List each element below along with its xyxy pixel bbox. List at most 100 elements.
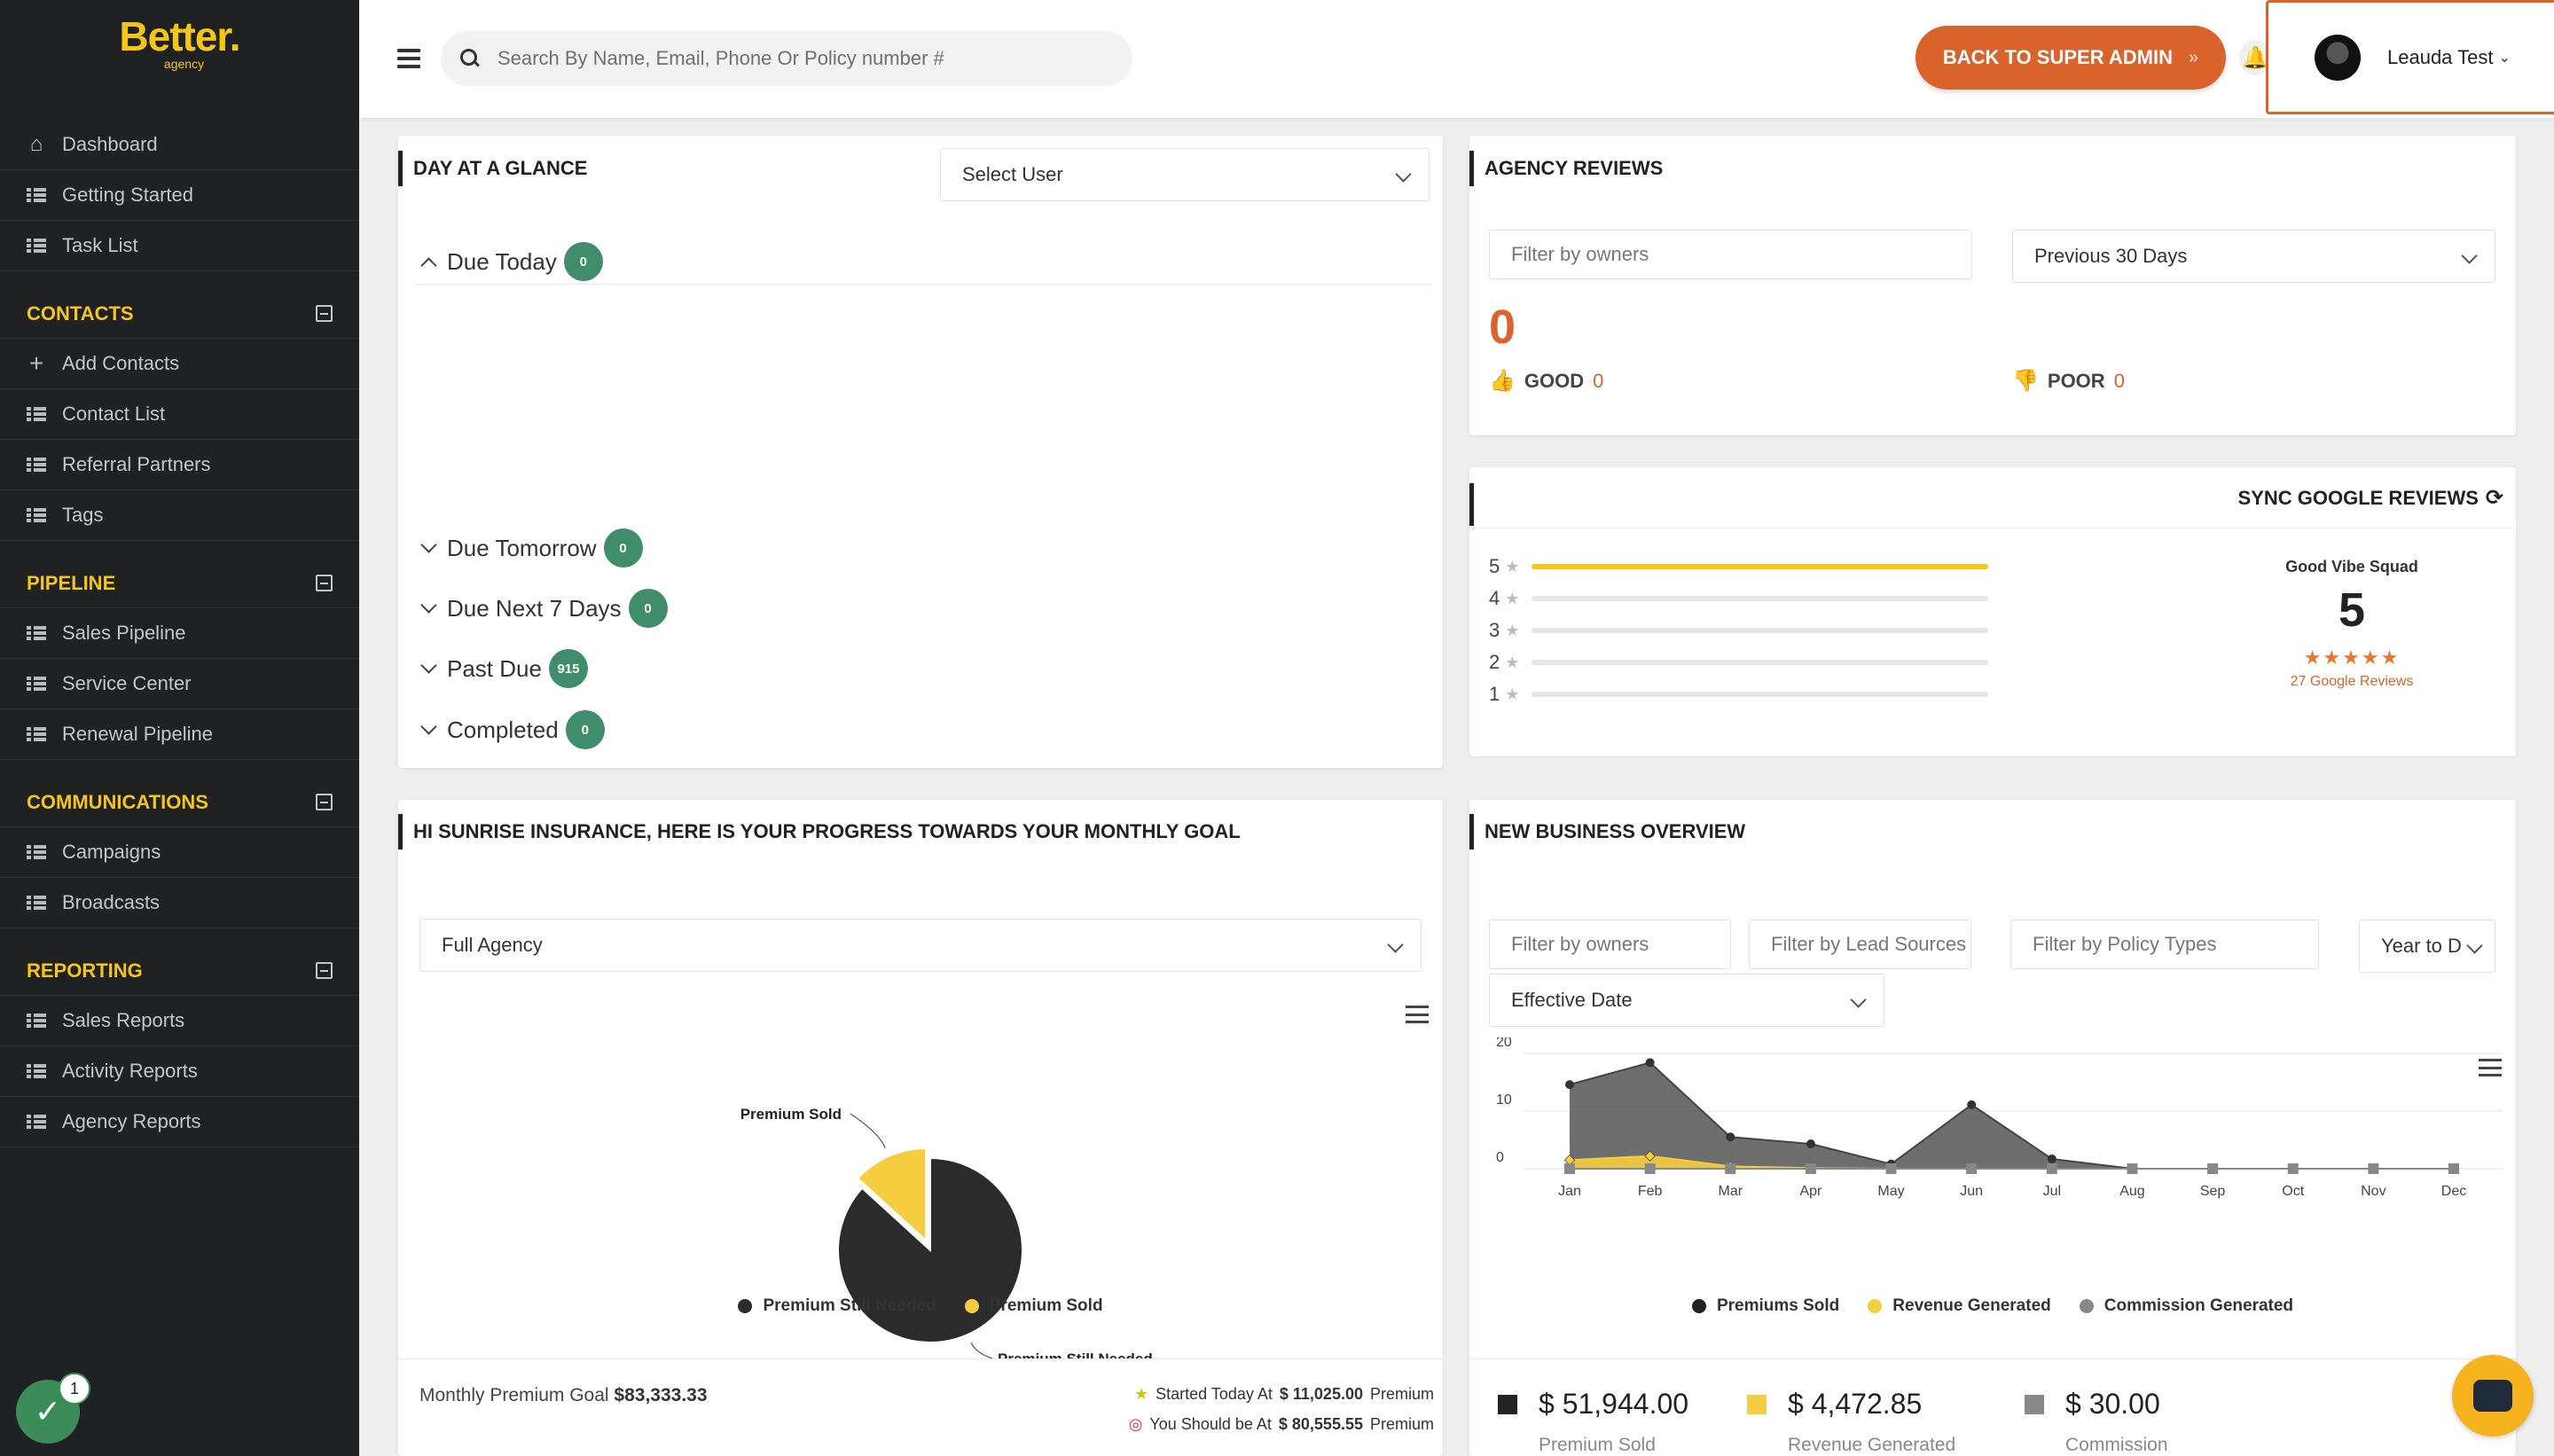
x-tick-label: Nov xyxy=(2361,1184,2386,1199)
data-point[interactable] xyxy=(1805,1163,1816,1174)
sidebar-item-label: Contact List xyxy=(62,403,166,425)
stat-value: $ 30.00 xyxy=(2065,1388,2160,1420)
data-point[interactable] xyxy=(2047,1154,2057,1163)
sidebar-item-dashboard[interactable]: ⌂ Dashboard xyxy=(0,120,359,170)
pie-slice-premium-sold[interactable] xyxy=(856,1147,928,1243)
good-reviews: 👍 GOOD 0 xyxy=(1489,368,1603,394)
collapse-icon[interactable] xyxy=(316,305,333,322)
sidebar-item-label: Sales Pipeline xyxy=(62,622,186,644)
sync-google-reviews-label: SYNC GOOGLE REVIEWS xyxy=(2237,486,2479,509)
sidebar-section-pipeline[interactable]: PIPELINE xyxy=(0,541,359,608)
data-point[interactable] xyxy=(1563,1155,1576,1166)
data-point[interactable] xyxy=(1565,1080,1574,1090)
should-prefix: You Should be At xyxy=(1149,1415,1272,1433)
sidebar-item-referral-partners[interactable]: Referral Partners xyxy=(0,440,359,490)
data-point[interactable] xyxy=(1726,1132,1735,1142)
menu-toggle-icon[interactable] xyxy=(397,49,420,68)
data-point[interactable] xyxy=(1564,1163,1575,1174)
data-point[interactable] xyxy=(1885,1163,1897,1174)
sidebar-item-broadcasts[interactable]: Broadcasts xyxy=(0,878,359,928)
logo[interactable]: Better. agency xyxy=(0,12,359,71)
data-point[interactable] xyxy=(2046,1163,2057,1174)
filter-owners-input[interactable]: Filter by owners xyxy=(1489,920,1731,969)
sidebar-item-task-list[interactable]: Task List xyxy=(0,221,359,271)
due-group-past-due[interactable]: Past Due 915 xyxy=(420,649,588,688)
sidebar-item-renewal-pipeline[interactable]: Renewal Pipeline xyxy=(0,709,359,760)
chat-widget-button[interactable] xyxy=(2452,1355,2534,1436)
rating-row: 1 ★ xyxy=(1489,683,1989,706)
sidebar-item-label: Renewal Pipeline xyxy=(62,723,213,745)
chevron-down-icon xyxy=(2461,247,2478,264)
period-dropdown[interactable]: Year to D xyxy=(2359,920,2495,973)
filter-owners-input[interactable]: Filter by owners xyxy=(1489,230,1972,279)
pie-slice-premium-still-needed[interactable] xyxy=(837,1156,1023,1343)
review-period-value: Previous 30 Days xyxy=(2034,245,2188,267)
sidebar-item-campaigns[interactable]: Campaigns xyxy=(0,827,359,878)
google-review-count-link[interactable]: 27 Google Reviews xyxy=(2290,674,2414,689)
select-user-dropdown[interactable]: Select User xyxy=(940,148,1430,201)
data-point[interactable] xyxy=(1967,1100,1977,1109)
data-point[interactable] xyxy=(1645,1058,1655,1068)
sidebar-item-label: Add Contacts xyxy=(62,352,180,374)
x-tick-label: Feb xyxy=(1638,1184,1663,1199)
due-group-due-tomorrow[interactable]: Due Tomorrow 0 xyxy=(420,528,643,568)
due-group-completed[interactable]: Completed 0 xyxy=(420,710,605,749)
sidebar-item-tags[interactable]: Tags xyxy=(0,490,359,541)
legend-item[interactable]: Premium Sold xyxy=(964,1296,1103,1316)
legend-item[interactable]: Premium Still Needed xyxy=(738,1296,936,1316)
y-tick-label: 20 xyxy=(1496,1037,1512,1050)
user-menu[interactable]: Leauda Test ⌄ xyxy=(2266,0,2554,114)
search-bar[interactable] xyxy=(441,31,1132,86)
data-point[interactable] xyxy=(1725,1163,1736,1174)
rating-bar xyxy=(1532,596,1989,601)
sidebar-item-service-center[interactable]: Service Center xyxy=(0,659,359,709)
review-period-dropdown[interactable]: Previous 30 Days xyxy=(2012,230,2495,283)
due-group-due-today[interactable]: Due Today 0 xyxy=(420,242,603,281)
legend-item[interactable]: Revenue Generated xyxy=(1868,1296,2051,1316)
date-type-dropdown[interactable]: Effective Date xyxy=(1489,974,1884,1027)
data-point[interactable] xyxy=(1966,1163,1978,1174)
sidebar-item-contact-list[interactable]: Contact List xyxy=(0,389,359,440)
collapse-icon[interactable] xyxy=(316,794,333,810)
sidebar-item-agency-reports[interactable]: Agency Reports xyxy=(0,1097,359,1147)
filter-lead-sources-input[interactable]: Filter by Lead Sources xyxy=(1749,920,1971,969)
data-point[interactable] xyxy=(1806,1139,1815,1149)
data-point[interactable] xyxy=(1644,1150,1656,1162)
data-point[interactable] xyxy=(2448,1163,2459,1174)
sidebar-section-contacts[interactable]: CONTACTS xyxy=(0,271,359,339)
chevron-down-icon xyxy=(1395,166,1412,183)
started-value: $ 11,025.00 xyxy=(1279,1385,1363,1403)
sidebar-section-title: CONTACTS xyxy=(27,302,134,325)
sidebar-section-reporting[interactable]: REPORTING xyxy=(0,928,359,996)
star-icon: ★ xyxy=(1505,685,1520,703)
filter-policy-types-input[interactable]: Filter by Policy Types xyxy=(2010,920,2319,969)
x-tick-label: Sep xyxy=(2200,1184,2226,1199)
legend-item[interactable]: Premiums Sold xyxy=(1691,1296,1839,1316)
sidebar-item-add-contacts[interactable]: + Add Contacts xyxy=(0,339,359,389)
due-group-due-next-7-days[interactable]: Due Next 7 Days 0 xyxy=(420,589,668,628)
sidebar-section-communications[interactable]: COMMUNICATIONS xyxy=(0,760,359,827)
sidebar-item-activity-reports[interactable]: Activity Reports xyxy=(0,1046,359,1097)
rating-bar xyxy=(1532,692,1989,697)
sidebar-item-sales-pipeline[interactable]: Sales Pipeline xyxy=(0,608,359,659)
sidebar-item-label: Agency Reports xyxy=(62,1110,201,1132)
sync-google-reviews-button[interactable]: SYNC GOOGLE REVIEWS ⟳ xyxy=(2238,485,2503,511)
data-point[interactable] xyxy=(2368,1163,2379,1174)
data-point[interactable] xyxy=(2287,1163,2299,1174)
chart-menu-icon[interactable] xyxy=(1406,1006,1429,1023)
sidebar-item-sales-reports[interactable]: Sales Reports xyxy=(0,996,359,1046)
google-score: 5 xyxy=(2338,583,2366,637)
collapse-icon[interactable] xyxy=(316,575,333,591)
collapse-icon[interactable] xyxy=(316,962,333,979)
back-to-super-admin-button[interactable]: BACK TO SUPER ADMIN » xyxy=(1916,26,2226,90)
data-point[interactable] xyxy=(2127,1163,2138,1174)
data-point[interactable] xyxy=(2207,1163,2219,1174)
legend-item[interactable]: Commission Generated xyxy=(2079,1296,2293,1316)
new-business-overview-card: NEW BUSINESS OVERVIEW Filter by owners F… xyxy=(1469,800,2516,1456)
monthly-goal-card: HI SUNRISE INSURANCE, HERE IS YOUR PROGR… xyxy=(398,800,1443,1456)
chart-menu-icon[interactable] xyxy=(2479,1059,2502,1076)
sidebar-item-getting-started[interactable]: Getting Started xyxy=(0,170,359,221)
search-input[interactable] xyxy=(497,47,1118,70)
agency-scope-dropdown[interactable]: Full Agency xyxy=(419,919,1422,972)
data-point[interactable] xyxy=(1644,1163,1656,1174)
